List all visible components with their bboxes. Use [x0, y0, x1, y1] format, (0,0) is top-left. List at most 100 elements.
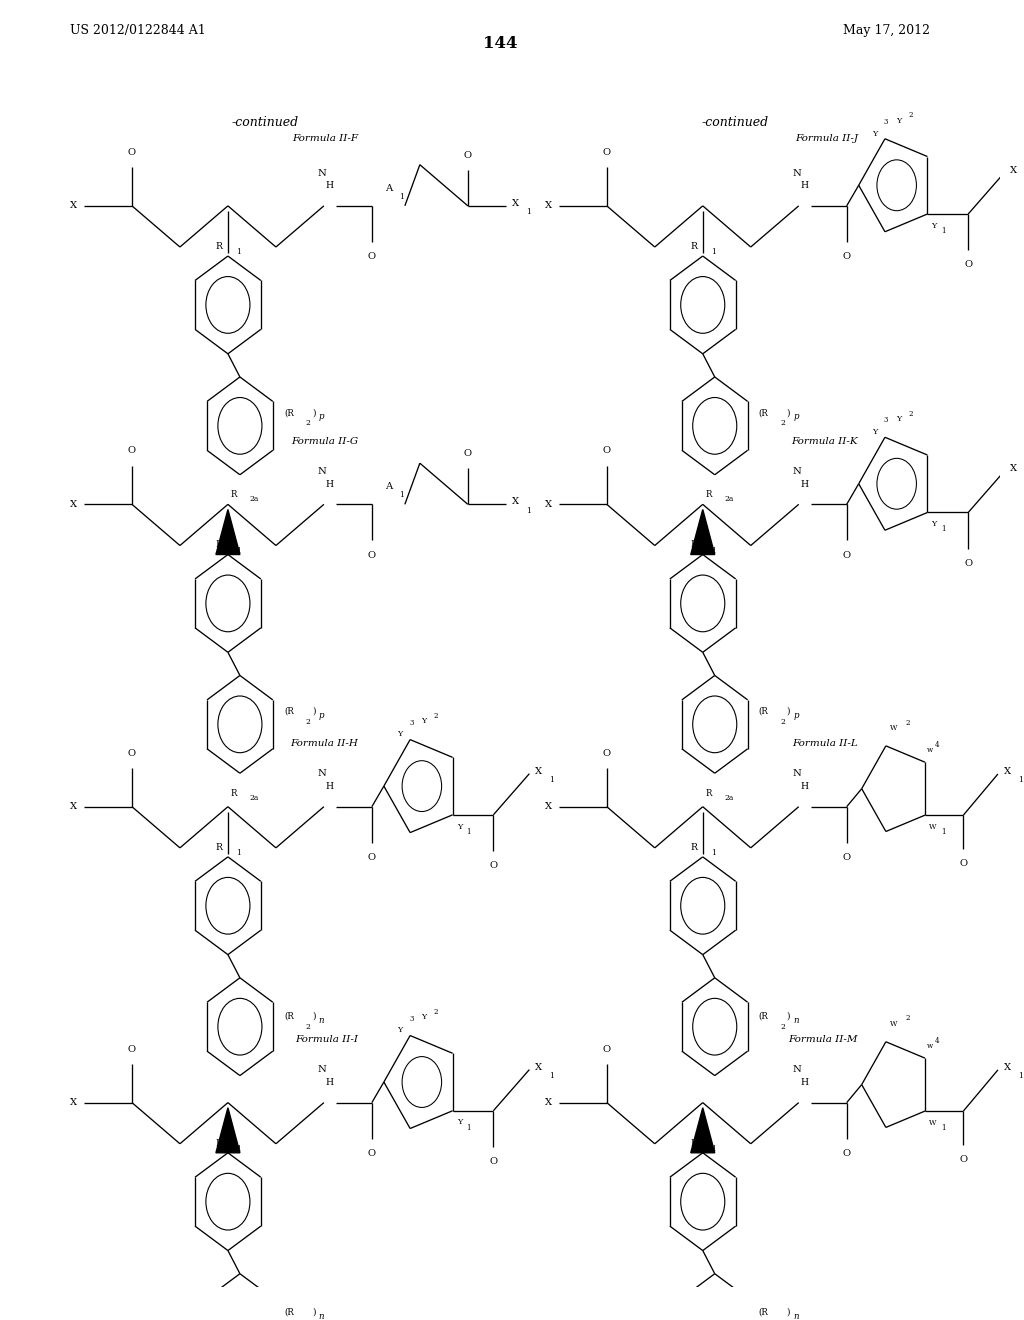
Text: O: O: [959, 1155, 968, 1164]
Text: 1: 1: [941, 227, 946, 235]
Text: H: H: [801, 181, 809, 190]
Text: Y: Y: [397, 1027, 402, 1035]
Text: H: H: [801, 1078, 809, 1088]
Text: 1: 1: [549, 1072, 554, 1080]
Text: X: X: [70, 1098, 77, 1107]
Text: Y: Y: [457, 822, 462, 830]
Text: X: X: [1004, 767, 1011, 776]
Text: 2: 2: [433, 713, 438, 721]
Text: O: O: [959, 859, 968, 867]
Text: (R: (R: [284, 1012, 294, 1020]
Text: 3: 3: [884, 416, 889, 425]
Text: O: O: [603, 446, 611, 455]
Text: N: N: [317, 770, 327, 779]
Text: Formula II-F: Formula II-F: [292, 135, 357, 144]
Text: p: p: [318, 412, 325, 421]
Text: ): ): [312, 708, 315, 715]
Polygon shape: [216, 510, 240, 554]
Text: w: w: [927, 747, 933, 755]
Text: R: R: [216, 842, 223, 851]
Text: Formula II-M: Formula II-M: [788, 1035, 858, 1044]
Text: O: O: [603, 148, 611, 157]
Text: ): ): [786, 708, 791, 715]
Text: 2: 2: [905, 1015, 910, 1023]
Text: 1: 1: [399, 491, 403, 499]
Text: W: W: [929, 1119, 937, 1127]
Text: ): ): [786, 408, 791, 417]
Text: X: X: [536, 767, 543, 776]
Text: R: R: [230, 788, 237, 797]
Text: (R: (R: [759, 1012, 769, 1020]
Text: O: O: [368, 252, 376, 261]
Text: ): ): [312, 1308, 315, 1317]
Text: (R: (R: [284, 708, 294, 715]
Text: X: X: [545, 1098, 552, 1107]
Text: N: N: [793, 770, 801, 779]
Text: O: O: [128, 148, 136, 157]
Text: O: O: [489, 1158, 498, 1166]
Text: O: O: [368, 550, 376, 560]
Text: R: R: [216, 242, 223, 251]
Text: R: R: [691, 1139, 697, 1147]
Text: ): ): [786, 1308, 791, 1317]
Text: O: O: [843, 853, 851, 862]
Text: Formula II-K: Formula II-K: [792, 437, 858, 446]
Text: 4: 4: [935, 742, 939, 750]
Text: X: X: [512, 199, 519, 207]
Text: W: W: [929, 822, 937, 830]
Text: (R: (R: [284, 408, 294, 417]
Text: 1: 1: [711, 849, 716, 857]
Text: (R: (R: [284, 1308, 294, 1317]
Text: 2a: 2a: [250, 495, 259, 503]
Text: Y: Y: [932, 222, 937, 230]
Text: X: X: [1011, 166, 1017, 174]
Text: 1: 1: [526, 507, 531, 515]
Text: X: X: [545, 803, 552, 812]
Text: W: W: [890, 723, 897, 731]
Text: ): ): [312, 408, 315, 417]
Text: O: O: [965, 558, 972, 568]
Text: 1: 1: [711, 1144, 716, 1154]
Text: 1: 1: [1018, 1072, 1023, 1080]
Text: O: O: [464, 449, 472, 458]
Text: R: R: [691, 540, 697, 549]
Text: H: H: [326, 1078, 334, 1088]
Text: 2: 2: [905, 718, 910, 726]
Text: X: X: [512, 498, 519, 507]
Text: 2: 2: [306, 718, 310, 726]
Text: (R: (R: [759, 1308, 769, 1317]
Text: O: O: [368, 853, 376, 862]
Polygon shape: [691, 510, 715, 554]
Text: R: R: [691, 842, 697, 851]
Text: 2: 2: [780, 1023, 785, 1031]
Text: R: R: [706, 490, 712, 499]
Text: n: n: [794, 1312, 799, 1320]
Polygon shape: [216, 1107, 240, 1152]
Text: p: p: [794, 412, 799, 421]
Text: n: n: [318, 1016, 325, 1024]
Text: 1: 1: [236, 248, 241, 256]
Text: 2: 2: [780, 420, 785, 428]
Text: (R: (R: [759, 708, 769, 715]
Text: -continued: -continued: [701, 116, 768, 129]
Text: 144: 144: [482, 36, 517, 53]
Text: p: p: [318, 711, 325, 719]
Text: H: H: [326, 181, 334, 190]
Text: N: N: [317, 169, 327, 178]
Text: 1: 1: [711, 248, 716, 256]
Text: 2a: 2a: [725, 793, 734, 801]
Text: O: O: [368, 1148, 376, 1158]
Text: 1: 1: [399, 193, 403, 201]
Text: X: X: [1011, 465, 1017, 474]
Text: H: H: [801, 480, 809, 488]
Text: X: X: [545, 202, 552, 210]
Text: Formula II-J: Formula II-J: [795, 135, 858, 144]
Text: R: R: [216, 1139, 223, 1147]
Text: 1: 1: [549, 776, 554, 784]
Text: -continued: -continued: [231, 116, 298, 129]
Text: May 17, 2012: May 17, 2012: [843, 24, 930, 37]
Text: O: O: [603, 1044, 611, 1053]
Text: 1: 1: [711, 546, 716, 554]
Text: X: X: [1004, 1063, 1011, 1072]
Polygon shape: [691, 1107, 715, 1152]
